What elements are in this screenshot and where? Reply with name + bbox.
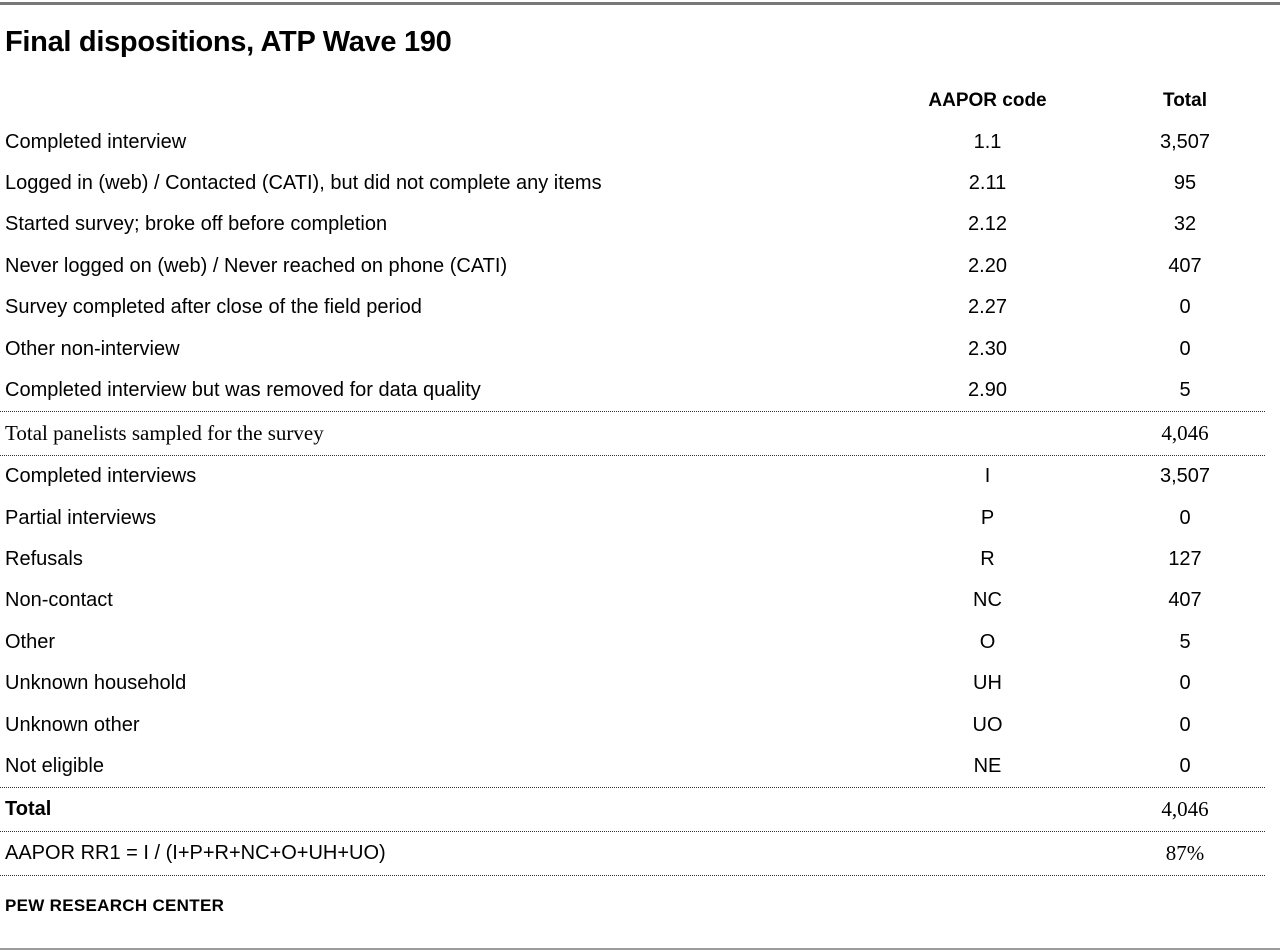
- row-total: 3,507: [1159, 465, 1211, 488]
- row-total: 0: [1179, 506, 1191, 529]
- row-label: Partial interviews: [5, 506, 157, 529]
- row-aapor-code: 2.90: [968, 378, 1007, 401]
- row-label: Logged in (web) / Contacted (CATI), but …: [5, 171, 602, 194]
- row-aapor-code: 2.11: [968, 171, 1007, 194]
- table-row: Non-contact NC 407: [0, 580, 1265, 621]
- row-label: Completed interviews: [5, 465, 197, 488]
- col-header-total: Total: [1163, 89, 1207, 111]
- row-total: 0: [1179, 296, 1191, 319]
- row-label: Refusals: [5, 548, 83, 571]
- table-row: Completed interview 1.1 3,507: [0, 121, 1265, 162]
- row-total: 407: [1168, 254, 1202, 277]
- table-row: Partial interviews P 0: [0, 498, 1265, 539]
- row-label: Unknown other: [5, 713, 140, 736]
- row-label: Total panelists sampled for the survey: [5, 421, 324, 446]
- row-aapor-code: NC: [973, 589, 1002, 612]
- row-total: 4,046: [1161, 421, 1209, 446]
- row-aapor-code: 2.27: [968, 296, 1007, 319]
- source-attribution: PEW RESEARCH CENTER: [5, 896, 225, 916]
- col-header-aapor-code: AAPOR code: [928, 89, 1047, 111]
- table-row: Total panelists sampled for the survey 4,…: [0, 411, 1265, 457]
- row-total: 5: [1179, 378, 1191, 401]
- table-row: Logged in (web) / Contacted (CATI), but …: [0, 163, 1265, 204]
- row-total: 4,046: [1161, 797, 1209, 822]
- row-total: 5: [1179, 630, 1191, 653]
- row-aapor-code: 2.30: [968, 337, 1007, 360]
- table-row: Refusals R 127: [0, 539, 1265, 580]
- row-aapor-code: 2.12: [968, 213, 1007, 236]
- table-row: Other O 5: [0, 622, 1265, 663]
- row-aapor-code: UO: [972, 713, 1003, 736]
- table-row: Completed interview but was removed for …: [0, 370, 1265, 411]
- row-total: 127: [1168, 548, 1202, 571]
- row-total: 0: [1179, 713, 1191, 736]
- table-row: AAPOR RR1 = I / (I+P+R+NC+O+UH+UO) 87%: [0, 831, 1265, 877]
- row-label: AAPOR RR1 = I / (I+P+R+NC+O+UH+UO): [5, 842, 386, 865]
- row-label: Completed interview but was removed for …: [5, 378, 481, 401]
- row-total: 407: [1168, 589, 1202, 612]
- row-total: 32: [1173, 213, 1197, 236]
- top-rule: [0, 2, 1280, 5]
- row-aapor-code: 2.20: [968, 254, 1007, 277]
- table-row: Survey completed after close of the fiel…: [0, 287, 1265, 328]
- row-label: Completed interview: [5, 130, 187, 153]
- row-total: 87%: [1165, 841, 1205, 866]
- row-aapor-code: NE: [973, 755, 1002, 778]
- table-row: Not eligible NE 0: [0, 746, 1265, 787]
- row-label: Started survey; broke off before complet…: [5, 213, 388, 236]
- row-label: Unknown household: [5, 672, 187, 695]
- row-aapor-code: R: [980, 548, 995, 571]
- row-aapor-code: I: [984, 465, 991, 488]
- row-aapor-code: O: [979, 630, 996, 653]
- row-label: Non-contact: [5, 589, 113, 612]
- table-row: Total 4,046: [0, 787, 1265, 831]
- table-row: Other non-interview 2.30 0: [0, 328, 1265, 369]
- row-aapor-code: UH: [973, 672, 1002, 695]
- table-row: Started survey; broke off before complet…: [0, 204, 1265, 245]
- row-total: 0: [1179, 672, 1191, 695]
- table-row: Unknown household UH 0: [0, 663, 1265, 704]
- row-total: 95: [1173, 171, 1197, 194]
- header-row: AAPOR code Total: [0, 80, 1265, 121]
- row-aapor-code: 1.1: [973, 130, 1002, 153]
- row-total: 0: [1179, 337, 1191, 360]
- row-label: Never logged on (web) / Never reached on…: [5, 254, 508, 277]
- table-body: Completed interview 1.1 3,507 Logged in (we…: [0, 121, 1265, 877]
- dispositions-table: AAPOR code Total Completed interview 1.1 3…: [0, 80, 1280, 877]
- row-label: Other non-interview: [5, 337, 180, 360]
- row-label: Total: [5, 798, 52, 821]
- table-row: Unknown other UO 0: [0, 704, 1265, 745]
- row-aapor-code: P: [980, 506, 995, 529]
- table-row: Never logged on (web) / Never reached on…: [0, 246, 1265, 287]
- row-label: Survey completed after close of the fiel…: [5, 296, 422, 319]
- row-total: 0: [1179, 755, 1191, 778]
- page-title: Final dispositions, ATP Wave 190: [5, 26, 452, 58]
- row-total: 3,507: [1159, 130, 1211, 153]
- row-label: Other: [5, 630, 56, 653]
- row-label: Not eligible: [5, 755, 104, 778]
- bottom-rule: [0, 948, 1280, 950]
- table-row: Completed interviews I 3,507: [0, 456, 1265, 497]
